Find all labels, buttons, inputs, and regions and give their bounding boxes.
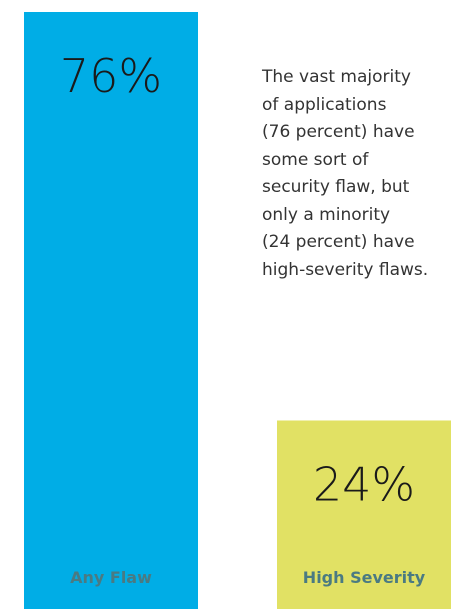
chart-annotation: The vast majority of applications (76 pe… bbox=[262, 67, 429, 280]
bar-high-severity bbox=[277, 420, 451, 609]
bar-value-label: 76% bbox=[60, 49, 162, 103]
bar-any-flaw bbox=[24, 12, 198, 609]
bar-value-label: 24% bbox=[313, 457, 415, 511]
bars: 76% Any Flaw 24% High Severity bbox=[24, 12, 451, 609]
category-label: Any Flaw bbox=[70, 568, 152, 587]
category-label: High Severity bbox=[303, 568, 426, 587]
